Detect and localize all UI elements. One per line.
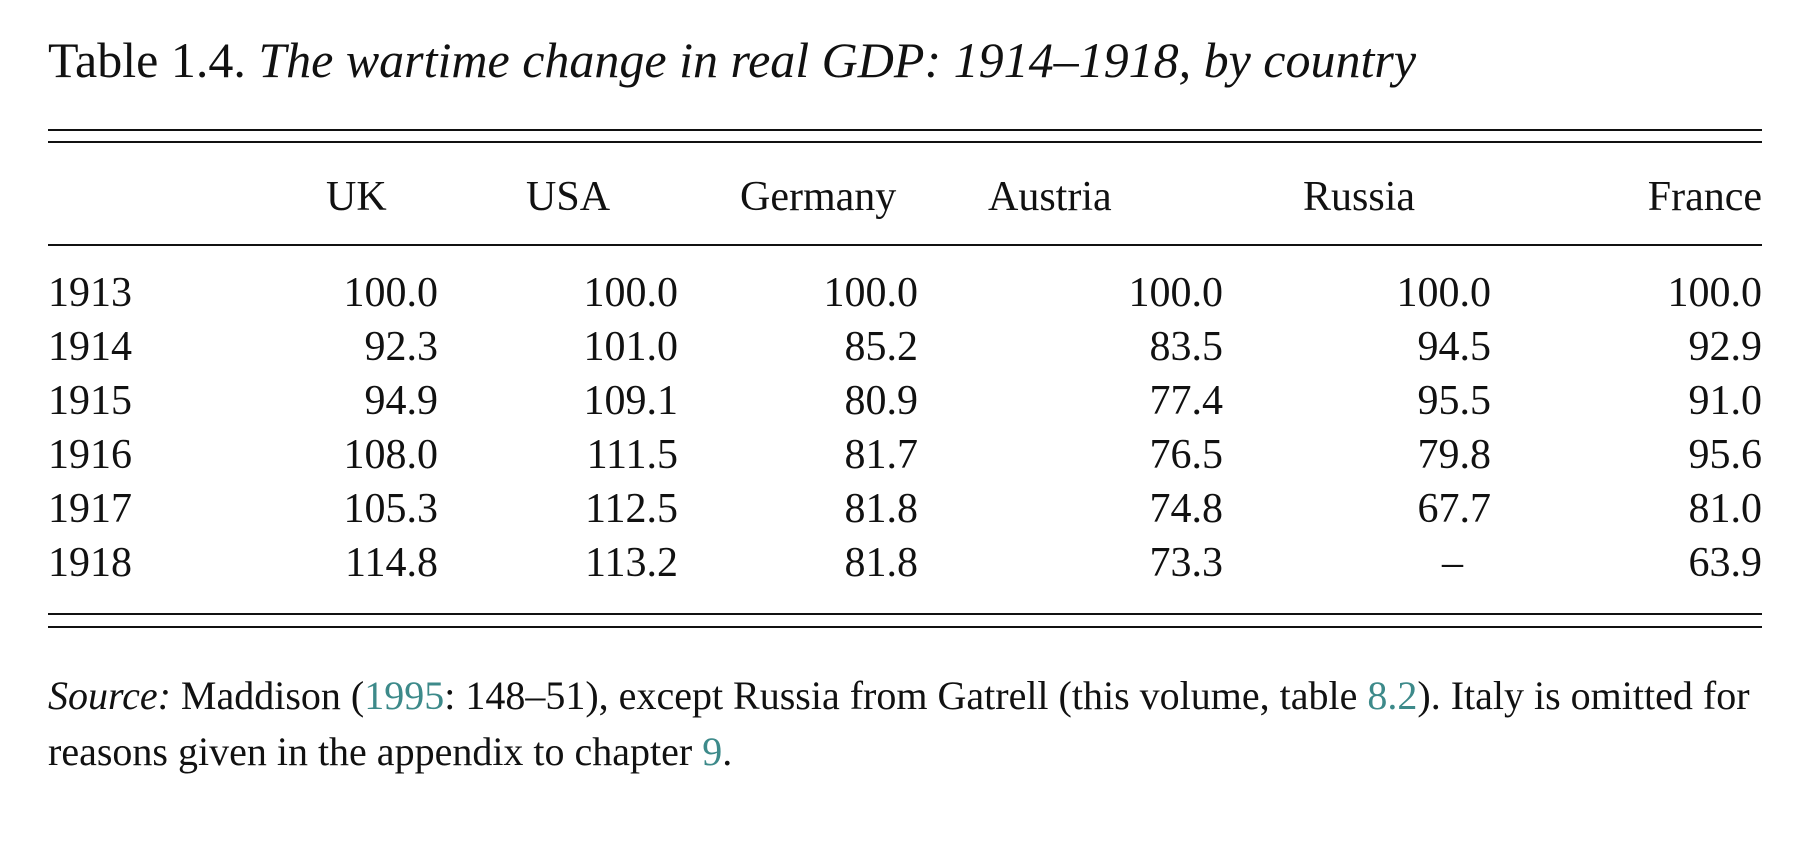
table-row: 1915 94.9 109.1 80.9 77.4 95.5 91.0	[48, 374, 1762, 428]
header-rule	[48, 244, 1762, 246]
gdp-table: UK USA Germany Austria Russia France 191…	[48, 150, 1762, 590]
cell-germany: 80.9	[844, 378, 919, 424]
cell-france: 91.0	[1688, 378, 1763, 424]
cell-usa: 111.5	[586, 432, 678, 478]
cell-russia: 94.5	[1417, 324, 1492, 370]
cell-russia: 100.0	[1396, 270, 1492, 316]
table-caption: Table 1.4. The wartime change in real GD…	[48, 30, 1416, 90]
cell-uk: 108.0	[343, 432, 439, 478]
top-rule-inner	[48, 141, 1762, 143]
row-year: 1918	[48, 540, 132, 586]
source-text-1: Maddison (	[170, 673, 365, 718]
cell-france: 63.9	[1688, 540, 1763, 586]
cell-uk: 114.8	[345, 540, 438, 586]
row-year: 1915	[48, 378, 132, 424]
top-rule-outer	[48, 129, 1762, 131]
table-row: 1913 100.0 100.0 100.0 100.0 100.0 100.0	[48, 244, 1762, 320]
table-link-8-2[interactable]: 8.2	[1367, 673, 1418, 718]
cell-usa: 100.0	[583, 270, 679, 316]
cell-france: 100.0	[1667, 270, 1763, 316]
table-title: The wartime change in real GDP: 1914–191…	[258, 32, 1417, 88]
cell-germany: 81.8	[844, 540, 919, 586]
cell-uk: 105.3	[343, 486, 439, 532]
cell-usa: 101.0	[583, 324, 679, 370]
cell-austria: 83.5	[1149, 324, 1224, 370]
source-label: Source:	[48, 673, 171, 718]
cell-usa: 113.2	[585, 540, 678, 586]
row-year: 1917	[48, 486, 132, 532]
table-row: 1916 108.0 111.5 81.7 76.5 79.8 95.6	[48, 428, 1762, 482]
cell-austria: 73.3	[1149, 540, 1224, 586]
cell-russia: 67.7	[1417, 486, 1492, 532]
cell-austria: 100.0	[1128, 270, 1224, 316]
source-text-2: : 148–51), except Russia from Gatrell (t…	[444, 673, 1368, 718]
cell-austria: 74.8	[1149, 486, 1224, 532]
table-row: 1918 114.8 113.2 81.8 73.3 – 63.9	[48, 536, 1762, 590]
table-label: Table 1.4.	[48, 32, 246, 88]
chapter-link-9[interactable]: 9	[702, 729, 723, 774]
column-header-year	[48, 150, 238, 244]
row-year: 1914	[48, 324, 132, 370]
source-note: Source: Maddison (1995: 148–51), except …	[48, 668, 1764, 780]
column-header-usa: USA	[526, 174, 611, 220]
cell-france: 95.6	[1688, 432, 1763, 478]
cell-usa: 112.5	[585, 486, 678, 532]
cell-germany: 81.8	[844, 486, 919, 532]
bottom-rule-outer	[48, 626, 1762, 628]
bottom-rule-inner	[48, 613, 1762, 615]
cell-france: 81.0	[1688, 486, 1763, 532]
column-header-uk: UK	[326, 174, 387, 220]
column-header-france: France	[1647, 174, 1762, 220]
cell-france: 92.9	[1688, 324, 1763, 370]
cell-germany: 85.2	[844, 324, 919, 370]
table-row: 1914 92.3 101.0 85.2 83.5 94.5 92.9	[48, 320, 1762, 374]
cell-russia: 79.8	[1417, 432, 1492, 478]
cell-usa: 109.1	[583, 378, 679, 424]
cell-austria: 77.4	[1149, 378, 1224, 424]
table-row: 1917 105.3 112.5 81.8 74.8 67.7 81.0	[48, 482, 1762, 536]
cell-russia: 95.5	[1417, 378, 1492, 424]
cell-uk: 100.0	[343, 270, 439, 316]
cell-russia: –	[1442, 540, 1463, 586]
column-header-austria: Austria	[988, 174, 1112, 220]
cell-austria: 76.5	[1149, 432, 1224, 478]
column-header-germany: Germany	[740, 174, 897, 220]
header-row: UK USA Germany Austria Russia France	[48, 150, 1762, 244]
cell-uk: 92.3	[364, 324, 439, 370]
cell-germany: 100.0	[823, 270, 919, 316]
source-text-3: ). Italy is omitted for reasons given in…	[48, 673, 1750, 774]
column-header-russia: Russia	[1303, 174, 1416, 220]
row-year: 1916	[48, 432, 132, 478]
cell-germany: 81.7	[844, 432, 919, 478]
source-text-4: .	[722, 729, 733, 774]
row-year: 1913	[48, 270, 132, 316]
citation-link-1995[interactable]: 1995	[364, 673, 445, 718]
cell-uk: 94.9	[364, 378, 439, 424]
